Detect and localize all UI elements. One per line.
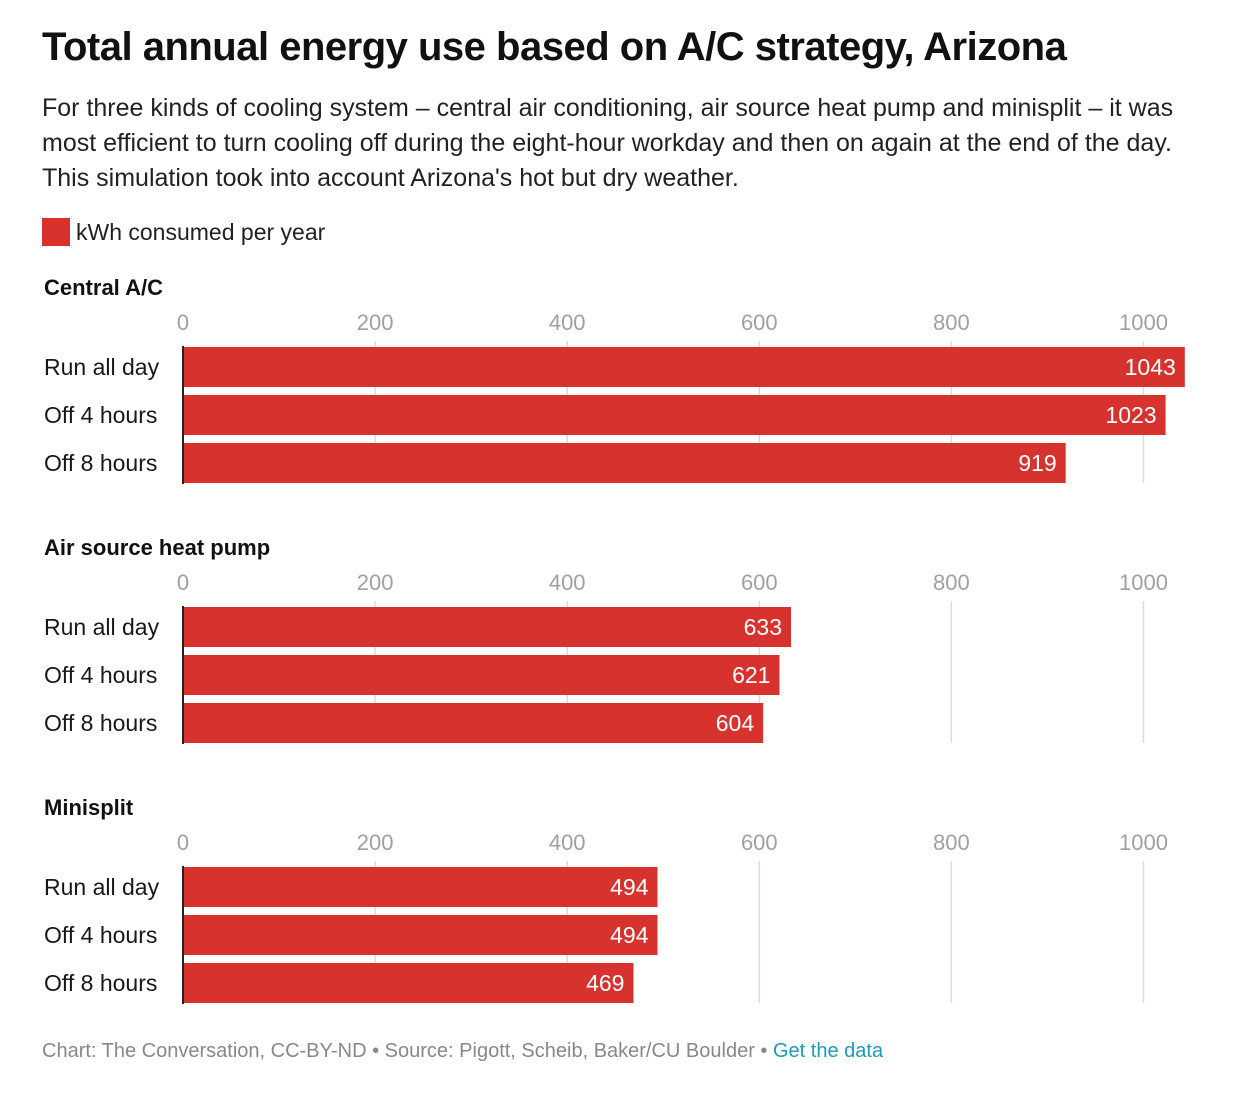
x-tick-label: 600 bbox=[741, 830, 778, 855]
category-label: Off 8 hours bbox=[44, 970, 157, 996]
x-tick-label: 0 bbox=[177, 310, 189, 335]
category-label: Run all day bbox=[44, 354, 160, 380]
category-label: Off 4 hours bbox=[44, 922, 157, 948]
bar-value-label: 1043 bbox=[1125, 354, 1176, 380]
bar-value-label: 494 bbox=[610, 874, 649, 900]
x-tick-label: 800 bbox=[933, 310, 970, 335]
get-the-data-link[interactable]: Get the data bbox=[773, 1040, 884, 1062]
bar-value-label: 633 bbox=[744, 614, 782, 640]
x-tick-label: 1000 bbox=[1119, 310, 1168, 335]
bar bbox=[183, 963, 634, 1003]
bar bbox=[183, 655, 780, 695]
chart-footer: Chart: The Conversation, CC-BY-ND • Sour… bbox=[42, 1040, 883, 1063]
x-tick-label: 200 bbox=[357, 310, 394, 335]
bar bbox=[183, 395, 1166, 435]
x-tick-label: 1000 bbox=[1119, 830, 1168, 855]
bar-value-label: 469 bbox=[586, 970, 624, 996]
bar bbox=[183, 443, 1066, 483]
x-tick-label: 200 bbox=[357, 830, 394, 855]
x-tick-label: 400 bbox=[549, 570, 586, 595]
x-tick-label: 400 bbox=[549, 830, 586, 855]
x-tick-label: 600 bbox=[741, 310, 778, 335]
category-label: Off 4 hours bbox=[44, 402, 157, 428]
x-tick-label: 200 bbox=[357, 570, 394, 595]
panel-title: Air source heat pump bbox=[44, 535, 270, 560]
category-label: Off 4 hours bbox=[44, 662, 157, 688]
bar-value-label: 1023 bbox=[1105, 402, 1156, 428]
bar-value-label: 604 bbox=[716, 710, 755, 736]
legend: kWh consumed per year bbox=[42, 217, 325, 247]
source-credit: Chart: The Conversation, CC-BY-ND • Sour… bbox=[42, 1040, 773, 1062]
bar bbox=[183, 703, 764, 743]
panel-title: Minisplit bbox=[44, 795, 134, 820]
bar-value-label: 621 bbox=[732, 662, 770, 688]
legend-label: kWh consumed per year bbox=[76, 218, 326, 245]
bar bbox=[183, 915, 658, 955]
panel-title: Central A/C bbox=[44, 275, 163, 300]
x-tick-label: 400 bbox=[549, 310, 586, 335]
legend-swatch bbox=[42, 218, 70, 246]
bar-value-label: 919 bbox=[1018, 450, 1056, 476]
chart-title: Total annual energy use based on A/C str… bbox=[42, 25, 1067, 69]
x-tick-label: 0 bbox=[177, 570, 189, 595]
chart-subtitle: For three kinds of cooling system – cent… bbox=[42, 94, 1174, 192]
category-label: Off 8 hours bbox=[44, 450, 157, 476]
category-label: Run all day bbox=[44, 874, 160, 900]
x-tick-label: 600 bbox=[741, 570, 778, 595]
category-label: Off 8 hours bbox=[44, 710, 157, 736]
x-tick-label: 0 bbox=[177, 830, 189, 855]
x-tick-label: 800 bbox=[933, 570, 970, 595]
bar bbox=[183, 867, 658, 907]
bar-value-label: 494 bbox=[610, 922, 649, 948]
bar-charts: Central A/C 0 200 400 600 800 1000 Run all day 1… bbox=[44, 275, 1185, 1004]
bar bbox=[183, 347, 1185, 387]
category-label: Run all day bbox=[44, 614, 160, 640]
x-tick-label: 800 bbox=[933, 830, 970, 855]
x-tick-label: 1000 bbox=[1119, 570, 1168, 595]
bar bbox=[183, 607, 791, 647]
